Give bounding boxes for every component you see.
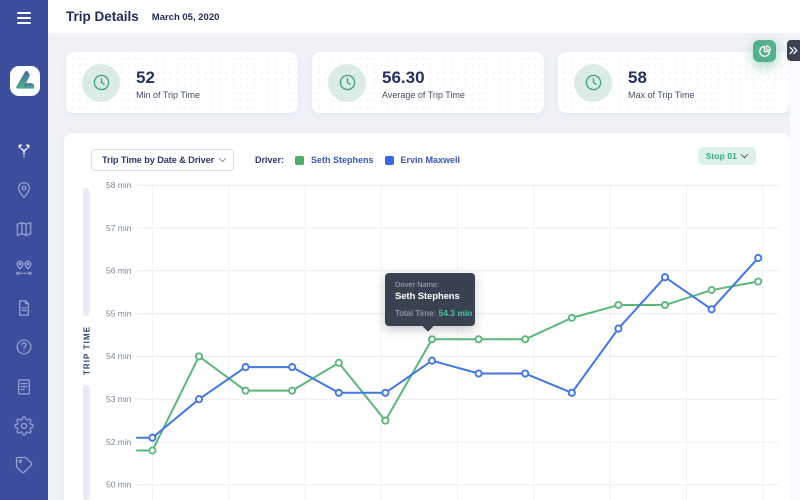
pie-chart-button[interactable]: [753, 40, 776, 62]
hamburger-menu-icon[interactable]: [17, 12, 31, 26]
sidebar-item-route-split[interactable]: [0, 131, 48, 170]
chevron-down-icon: [218, 154, 227, 163]
map-pin-icon: [17, 181, 31, 198]
pie-chart-icon: [758, 45, 771, 57]
metric-dropdown[interactable]: Trip Time by Date & Driver: [91, 149, 235, 171]
expand-panel-button[interactable]: [787, 40, 800, 61]
clock-icon-badge: [328, 63, 366, 102]
app-logo[interactable]: [10, 66, 40, 96]
double-chevron-right-icon: [789, 46, 798, 55]
page-header: Trip Details March 05, 2020: [48, 0, 800, 33]
sidebar-item-document[interactable]: [0, 288, 48, 327]
map-icon: [16, 221, 32, 237]
tooltip-driver-label: Driver Name:: [395, 280, 440, 289]
legend-name[interactable]: Ervin Maxwell: [400, 155, 461, 165]
tag-icon: [15, 457, 33, 474]
legend-title: Driver:: [255, 155, 285, 165]
sidebar-item-help[interactable]: [0, 327, 48, 366]
stat-value: 56.30: [382, 68, 425, 88]
chart-legend: Driver: Seth Stephens Ervin Maxwell: [255, 149, 460, 171]
stat-card-0: 52 Min of Trip Time: [66, 52, 298, 113]
clock-icon: [339, 74, 355, 91]
sidebar: [0, 0, 48, 500]
sidebar-item-trip-route[interactable]: [0, 249, 48, 288]
document-icon: [19, 300, 29, 316]
stat-label: Average of Trip Time: [382, 89, 465, 100]
sidebar-item-map-pin[interactable]: [0, 170, 48, 209]
route-split-icon: [18, 144, 30, 159]
stat-text: 58 Max of Trip Time: [628, 69, 695, 100]
page-title: Trip Details: [66, 9, 139, 24]
tooltip-total-time: Total Time: 54.3 min: [395, 308, 473, 318]
clock-icon-badge: [574, 63, 612, 102]
settings-icon: [14, 416, 34, 436]
help-icon: [16, 339, 32, 355]
stop-dropdown[interactable]: Stop 01: [697, 147, 756, 165]
chart-tooltip: Driver Name: Seth Stephens Total Time: 5…: [385, 273, 475, 326]
logo-icon: [16, 70, 35, 89]
stat-value: 52: [136, 68, 155, 88]
stat-value: 58: [628, 68, 647, 88]
stat-label: Min of Trip Time: [136, 89, 201, 100]
stats-row: 52 Min of Trip Time 56.30 Average of Trip T…: [66, 52, 790, 113]
tooltip-time-value: 54.3 min: [438, 308, 473, 318]
stop-dropdown-value: Stop 01: [705, 151, 737, 161]
sidebar-item-settings[interactable]: [0, 406, 48, 445]
legend-swatch-0: [295, 155, 305, 165]
sidebar-item-tag[interactable]: [0, 446, 48, 485]
tooltip-driver-name: Seth Stephens: [395, 291, 460, 302]
legend-name[interactable]: Seth Stephens: [311, 155, 374, 165]
sidebar-item-map[interactable]: [0, 209, 48, 248]
clock-icon: [93, 74, 109, 91]
stat-card-2: 58 Max of Trip Time: [558, 52, 790, 113]
trip-route-icon: [16, 260, 32, 276]
stat-card-1: 56.30 Average of Trip Time: [312, 52, 544, 113]
clock-icon-badge: [82, 63, 120, 102]
report-icon: [18, 378, 30, 395]
chevron-down-icon: [740, 150, 749, 159]
clock-icon: [585, 74, 601, 91]
sidebar-nav: [0, 131, 48, 486]
legend-swatch-1: [384, 155, 394, 165]
metric-dropdown-value: Trip Time by Date & Driver: [102, 155, 215, 165]
collapsed-right-panel[interactable]: [790, 62, 800, 500]
sidebar-item-report[interactable]: [0, 367, 48, 406]
stat-text: 56.30 Average of Trip Time: [382, 69, 465, 100]
stat-text: 52 Min of Trip Time: [136, 69, 200, 100]
stat-label: Max of Trip Time: [628, 89, 695, 100]
chart-controls: Trip Time by Date & Driver Driver: Seth …: [64, 147, 790, 171]
page-date: March 05, 2020: [151, 12, 220, 23]
